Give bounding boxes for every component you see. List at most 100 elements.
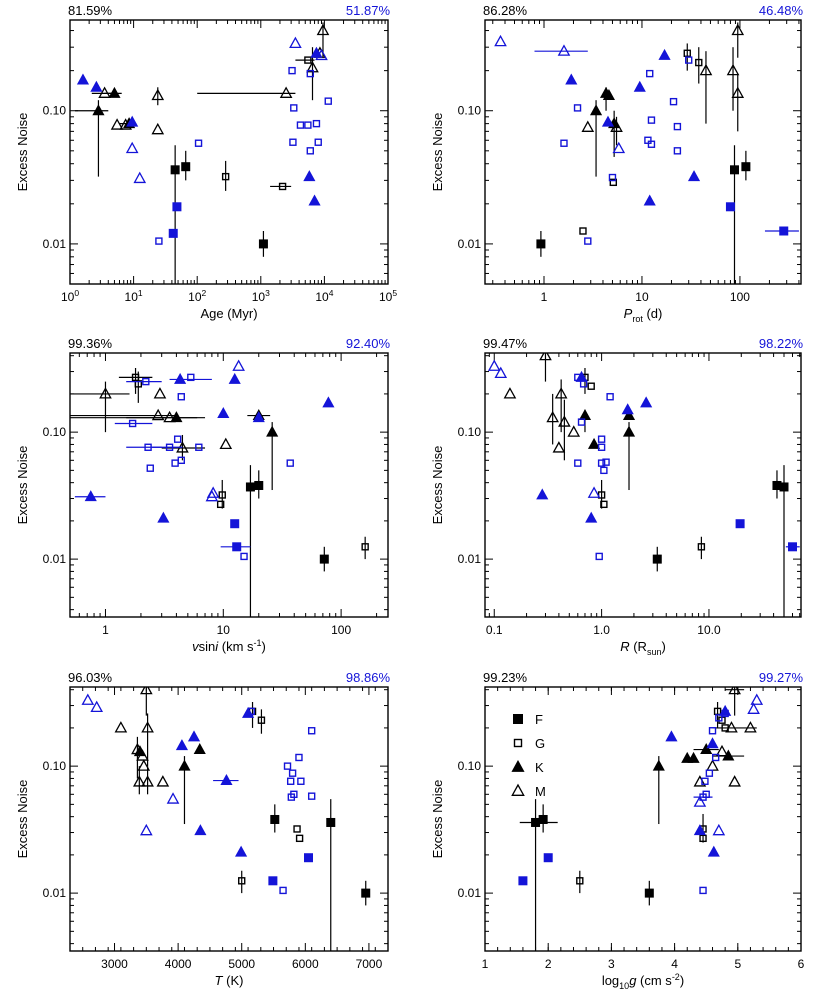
chart-panel-radius: 0.01 0.10 0.1 1.0 10.0 Excess Noise R (Rsun) 99… [430,336,803,657]
percent-black: 99.23% [483,670,528,685]
data-point-K [643,194,656,206]
data-point-G [608,173,617,182]
data-point-M [316,23,330,36]
y-tick-label: 0.10 [43,104,67,118]
axis-ticks [70,687,388,951]
data-point-K [217,407,230,419]
percent-black: 86.28% [483,3,528,18]
data-point-K [719,704,732,716]
data-point-F [304,853,313,863]
data-point-G [195,443,203,451]
data-point-M [494,34,507,47]
data-point-F [725,202,735,212]
data-point-K [322,396,335,408]
data-point-G [587,382,595,390]
data-point-M [156,775,170,787]
x-tick-label: 3 [608,957,615,971]
data-point-F [254,480,264,490]
percent-black: 99.47% [483,336,528,351]
axis-ticks [70,353,388,617]
data-point-G [705,769,714,777]
data-point-K [187,730,201,742]
data-point-G [647,140,656,148]
x-tick-label: 4000 [165,957,192,971]
data-point-M [728,775,741,787]
data-point-G [171,459,179,467]
x-tick-label: 3000 [101,957,128,971]
x-axis-label: Age (Myr) [200,306,257,321]
plot-frame [69,352,389,618]
data-point-G [238,877,246,885]
y-axis-label: Excess Noise [430,780,445,859]
data-point-M [494,366,508,379]
data-point-F [181,162,191,172]
data-point-G [584,237,592,245]
data-point-G [257,716,266,724]
plot-frame [484,352,802,618]
data-point-G [128,419,137,428]
x-tick-label: 10 [217,623,231,637]
data-point-G [304,121,312,129]
data-point-F [319,554,329,564]
x-tick-label: 104 [315,288,333,304]
data-point-F [326,817,336,827]
x-tick-label: 1 [541,290,548,304]
x-tick-label: 105 [379,288,397,304]
data-point-K [193,743,206,755]
data-point-G [647,116,656,124]
data-point-F [168,228,178,238]
data-point-F [258,239,268,249]
data-point-F [741,162,751,172]
data-point-G [560,139,568,147]
data-point-M [744,721,757,733]
data-point-G [699,886,707,895]
data-point-F [230,519,240,529]
data-point-M [98,86,111,98]
data-point-M [139,687,153,695]
x-tick-label: 1 [482,957,489,971]
data-point-G [685,56,693,64]
data-point-G [708,727,717,735]
x-tick-label: 6000 [292,957,319,971]
legend-label-M: M [535,784,546,799]
data-point-G [602,458,610,466]
legend-label-G: G [535,736,545,751]
legend-label-K: K [535,760,544,775]
data-point-M [503,387,517,399]
data-point-G [278,182,287,191]
axis-ticks [69,20,389,284]
data-point-M [141,775,154,787]
percent-blue: 99.27% [759,670,804,685]
y-tick-label: 0.01 [458,886,482,900]
data-point-G [286,777,295,785]
data-point-G [715,714,723,722]
data-point-F [518,876,528,886]
data-point-G [306,69,314,78]
data-point-G [293,825,301,833]
x-tick-label: 103 [252,288,270,304]
data-point-G [221,172,230,181]
legend-marker-M [511,783,525,796]
y-axis-label: Excess Noise [15,446,30,525]
data-point-F [245,482,255,492]
data-point-F [536,239,546,249]
data-point-F [543,853,553,863]
data-point-G [673,147,682,155]
data-point-G [165,443,174,451]
data-point-G [702,790,710,799]
data-point-K [108,86,121,98]
data-point-M [699,63,713,76]
x-tick-label: 100 [61,288,79,304]
data-point-G [597,459,606,467]
data-point-G [286,459,294,467]
data-point-G [194,139,203,147]
data-point-G [304,56,312,64]
data-point-M [81,693,95,705]
data-point-G [600,466,608,475]
data-point-M [750,693,764,705]
x-tick-label: 7000 [356,957,383,971]
data-point-M [90,700,104,713]
percent-black: 96.03% [68,670,113,685]
data-point-M [546,410,559,423]
data-point-G [606,393,614,401]
